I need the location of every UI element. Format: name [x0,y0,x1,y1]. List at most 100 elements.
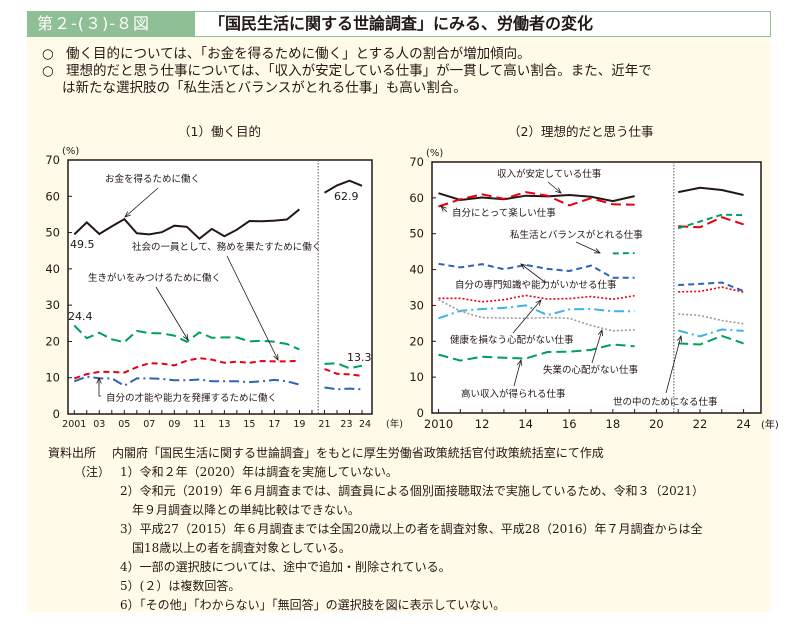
note-item: 3）平成27（2015）年６月調査までは全国20歳以上の者を調査対象、平成28（… [120,522,703,536]
chart1-series-line-0 [73,208,301,241]
chart2-x-unit: (年) [761,418,779,431]
chart2-series-line-1 [438,191,635,208]
chart2-arrow-fun-head [440,205,447,212]
chart1-y-tick-label: 20 [45,334,60,348]
chart2-series-line-7 [438,343,635,362]
chart2-arrow-stable-head [555,187,562,194]
chart2-series-line-1 [678,216,744,229]
chart2-y-tick-label: 50 [409,227,424,241]
chart1-series-line-1 [73,357,300,380]
chart1-series-line-0 [323,179,363,194]
chart1-label-ikigai: 生きがいをみつけるために働く [88,272,221,284]
chart1-label-talent: 自分の才能や能力を発揮するために働く [106,392,277,404]
chart2-series-line-6 [678,313,744,325]
chart1-y-tick-label: 60 [45,189,60,203]
note-item: 2）令和元（2019）年６月調査までは、調査員による個別面接聴取法で実施している… [120,484,704,498]
chart2-x-tick-label: 12 [475,417,490,431]
chart1-x-tick-label: 21 [318,419,330,430]
chart1-arrow-society [226,255,279,361]
chart2-arrow-high-income-head [516,359,523,366]
chart2-y-tick-label: 60 [409,191,424,205]
chart2-series-line-0 [678,186,744,196]
summary-text-continued: は新たな選択肢の「私生活とバランスがとれる仕事」も高い割合。 [62,80,467,96]
chart1-y-unit: (%) [62,146,79,157]
note-item: 6）「その他」「わからない」「無回答」の選択肢を図に表示していない。 [120,598,506,612]
chart1-x-tick-label: 23 [340,419,352,430]
chart1-x-tick-label: 19 [293,419,305,430]
summary-text: 働く目的については、「お金を得るために働く」とする人の割合が増加傾向。 [66,46,531,62]
chart1-series-line-2 [324,362,363,370]
chart2-series-line-7 [678,334,744,346]
chart2-arrow-health [512,299,542,334]
chart1-arrow-money-head [124,211,131,218]
figure-header: 第２-(３)-８図 「国民生活に関する世論調査」にみる、労働者の変化 [27,11,771,37]
chart2-plot-area [431,161,762,414]
chart2-series-line-3 [678,281,744,293]
chart1-plot-area [67,159,373,415]
chart1-y-tick-label: 10 [45,371,60,385]
chart1-arrow-society-head [273,353,279,361]
chart2-y-tick-label: 0 [417,406,424,420]
chart2-arrow-stable [547,181,562,194]
summary: ○ 働く目的については、「お金を得るために働く」とする人の割合が増加傾向。 ○ … [42,46,762,97]
chart2-y-tick-label: 20 [409,334,424,348]
chart2-x-tick-label: 2010 [424,417,453,431]
chart1-x-tick-label: 2001 [62,419,86,430]
chart2-label-fun: 自分にとって楽しい仕事 [452,207,556,219]
summary-item: ○ 働く目的については、「お金を得るために働く」とする人の割合が増加傾向。 [42,46,762,63]
chart2-series-line-4 [678,286,744,293]
chart2-y-tick-label: 10 [409,370,424,384]
chart2-x-tick-label: 18 [606,417,621,431]
chart2-x-tick-label: 22 [693,417,708,431]
chart2-arrow-fun [440,205,448,213]
chart2-title: （2）理想的だと思う仕事 [508,124,654,139]
chart2-y-tick-label: 70 [409,155,424,169]
chart2-x-tick-label: 14 [518,417,533,431]
chart2-arrow-high-income [513,359,522,387]
chart1-series-line-2 [73,324,300,351]
chart1-x-tick-label: 15 [243,419,255,430]
chart1-series-line-1 [324,368,363,377]
chart1-arrow-ikigai-head [182,334,189,341]
circle-bullet-icon: ○ [42,63,54,79]
chart1-value-last-green: 13.3 [347,351,372,364]
chart2-label-expertise: 自分の専門知識や能力がいかせる仕事 [455,279,617,291]
chart1-arrow-money [124,187,159,218]
chart1-x-tick-label: 07 [143,419,155,430]
chart1-title: （1）働く目的 [178,124,261,139]
note-item-continued: 国18歳以上の者を調査対象としている。 [132,541,351,555]
chart1-series-line-3 [324,386,363,391]
chart2-y-unit: (%) [426,148,443,159]
chart2-arrow-society-head [677,335,683,342]
chart2-y-tick-label: 30 [409,298,424,312]
chart1-arrow-talent-head [96,376,102,384]
chart1-x-tick-label: 09 [168,419,180,430]
chart2-x-tick-label: 16 [562,417,577,431]
circle-bullet-icon: ○ [42,46,54,62]
note-item: 5）(２）は複数回答。 [120,579,241,593]
chart2-arrow-balance [575,241,601,254]
summary-item: ○ 理想的だと思う仕事については、「収入が安定している仕事」が一貫して高い割合。… [42,63,762,80]
chart2-series-line-3 [438,262,635,279]
summary-text: 理想的だと思う仕事については、「収入が安定している仕事」が一貫して高い割合。また… [66,63,652,79]
chart2-arrow-health-head [535,299,542,306]
chart1-y-tick-label: 40 [45,262,60,276]
chart2-label-balance: 私生活とバランスがとれる仕事 [510,229,643,241]
chart1-x-tick-label: 17 [268,419,280,430]
chart2-label-unemp: 失業の心配がない仕事 [543,364,639,376]
chart2-label-health: 健康を損なう心配がない仕事 [450,334,574,346]
chart1-bracket-talent [98,382,101,397]
chart1-x-tick-label: 05 [118,419,130,430]
chart2-arrow-expertise-head [520,263,527,270]
chart2-arrow-society [665,335,682,394]
note-item: 1）令和２年（2020）年は調査を実施していない。 [120,465,398,479]
chart2-label-high-income: 高い収入が得られる仕事 [461,388,566,400]
chart1-label-society: 社会の一員として、務めを果たすために働く [132,241,321,253]
chart1-value-first: 49.5 [70,238,95,251]
note-item-continued: 年９月調査以降との単純比較はできない。 [132,503,360,517]
source-line: 資料出所 内閣府「国民生活に関する世論調査」をもとに厚生労働省政策統括官付政策統… [48,444,768,463]
chart2-arrow-unemp [591,329,603,364]
chart2-series-line-5 [438,304,635,320]
chart1-value-last: 62.9 [334,190,359,203]
notes-label: （注） [74,465,111,479]
